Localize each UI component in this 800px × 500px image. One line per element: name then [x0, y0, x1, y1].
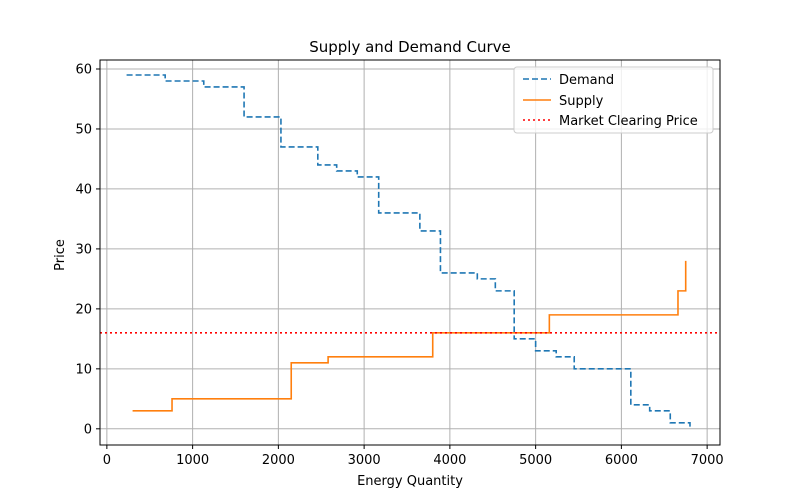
chart-title: Supply and Demand Curve [309, 38, 511, 56]
x-axis-label: Energy Quantity [357, 474, 463, 489]
legend-demand-label: Demand [559, 73, 614, 88]
y-tick-label: 50 [75, 122, 92, 137]
y-axis-label: Price [53, 239, 68, 271]
y-tick-label: 20 [75, 302, 92, 317]
x-tick-label: 6000 [605, 453, 638, 468]
y-tick-label: 30 [75, 242, 92, 257]
y-tick-label: 10 [75, 362, 92, 377]
y-tick-label: 0 [84, 422, 92, 437]
axis-ticks: 0 1000 2000 3000 4000 5000 6000 7000 0 10 20 30 40 50… [75, 62, 723, 468]
legend: Demand Supply Market Clearing Price [513, 66, 714, 134]
legend-supply-label: Supply [559, 94, 604, 109]
x-tick-label: 5000 [519, 453, 552, 468]
legend-box [513, 66, 714, 134]
x-tick-label: 3000 [348, 453, 381, 468]
x-tick-label: 2000 [262, 453, 295, 468]
legend-market-clearing-price-label: Market Clearing Price [559, 114, 698, 129]
supply-curve [132, 260, 687, 412]
y-tick-label: 60 [75, 62, 92, 77]
x-tick-label: 1000 [176, 453, 209, 468]
y-tick-label: 40 [75, 182, 92, 197]
x-tick-label: 7000 [691, 453, 724, 468]
plot-area [100, 74, 720, 429]
axes-frame [99, 59, 721, 446]
x-tick-label: 4000 [433, 453, 466, 468]
x-tick-label: 0 [103, 453, 111, 468]
demand-curve [126, 74, 691, 429]
